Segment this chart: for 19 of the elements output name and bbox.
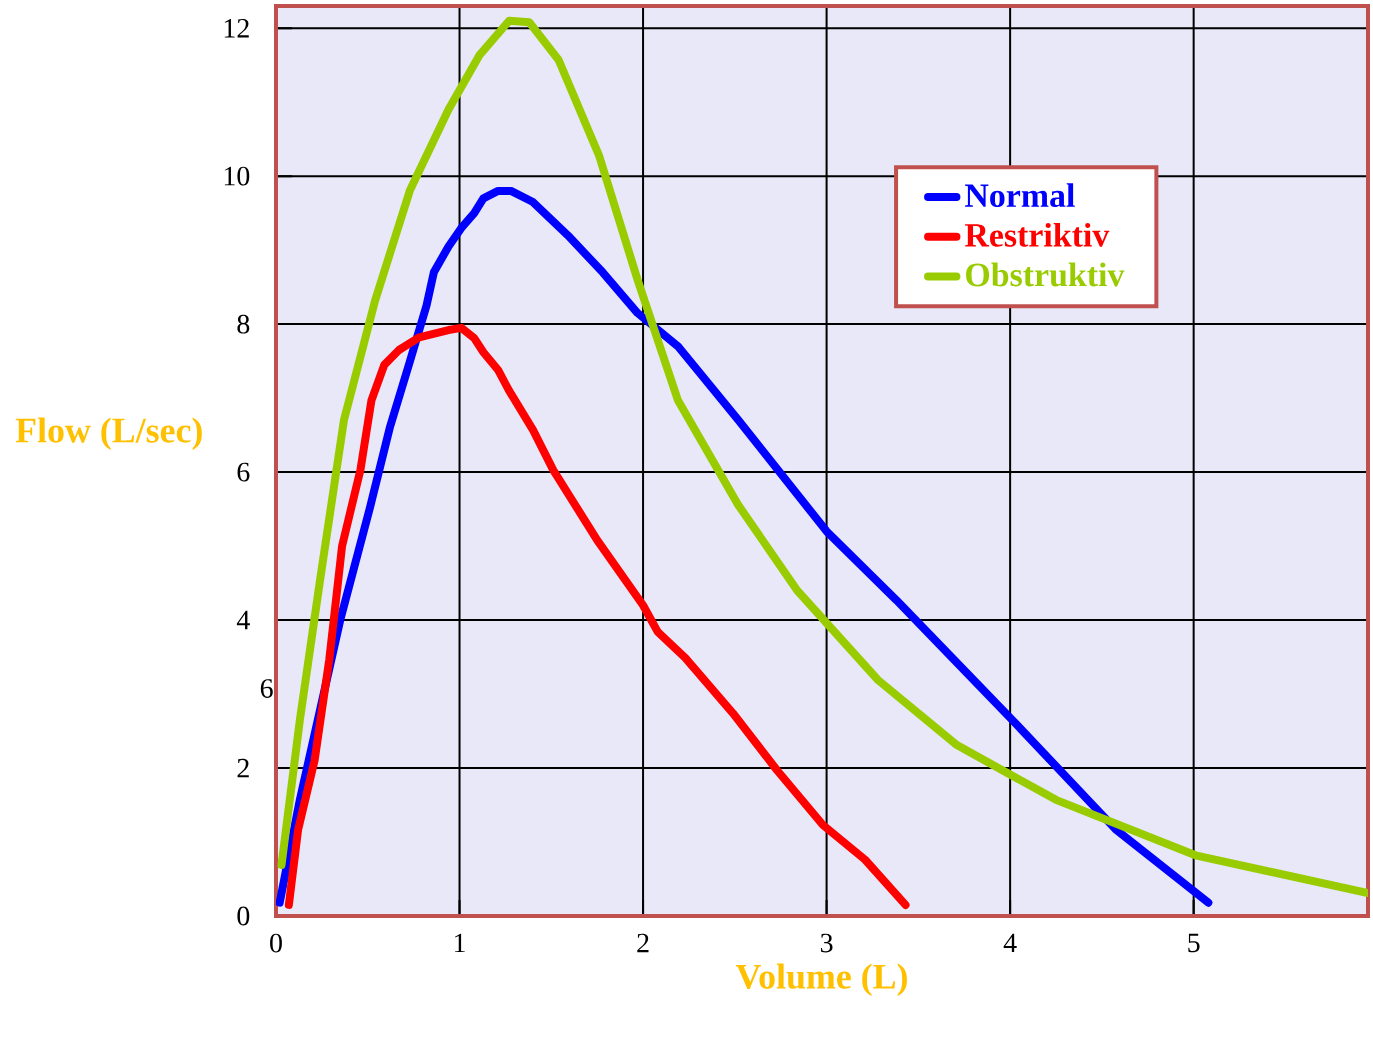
text: 6 — [260, 679, 273, 698]
x-tick-label: 2 — [637, 933, 649, 953]
y-tick-label: 4 — [236, 610, 250, 630]
y-tick-label: 0 — [237, 906, 250, 926]
y-tick-label: 12 — [224, 18, 249, 38]
legend-label: Normal — [965, 183, 1075, 208]
x-tick-label: 5 — [1188, 933, 1200, 953]
y-tick-label: 6 — [237, 462, 250, 482]
legend-label: Obstruktiv — [966, 262, 1125, 287]
y-axis-title: Flow (L/sec) — [15, 417, 202, 450]
x-axis-title: Volume (L) — [735, 963, 907, 997]
x-tick-label: 4 — [1003, 933, 1017, 953]
y-tick-label: 8 — [237, 314, 250, 334]
legend-label: Restriktiv — [965, 222, 1110, 247]
x-tick-label: 1 — [454, 933, 465, 953]
y-tick-label: 2 — [237, 758, 249, 778]
x-tick-label: 3 — [820, 933, 833, 953]
x-tick-label: 0 — [270, 933, 282, 953]
y-tick-label: 10 — [224, 166, 250, 186]
